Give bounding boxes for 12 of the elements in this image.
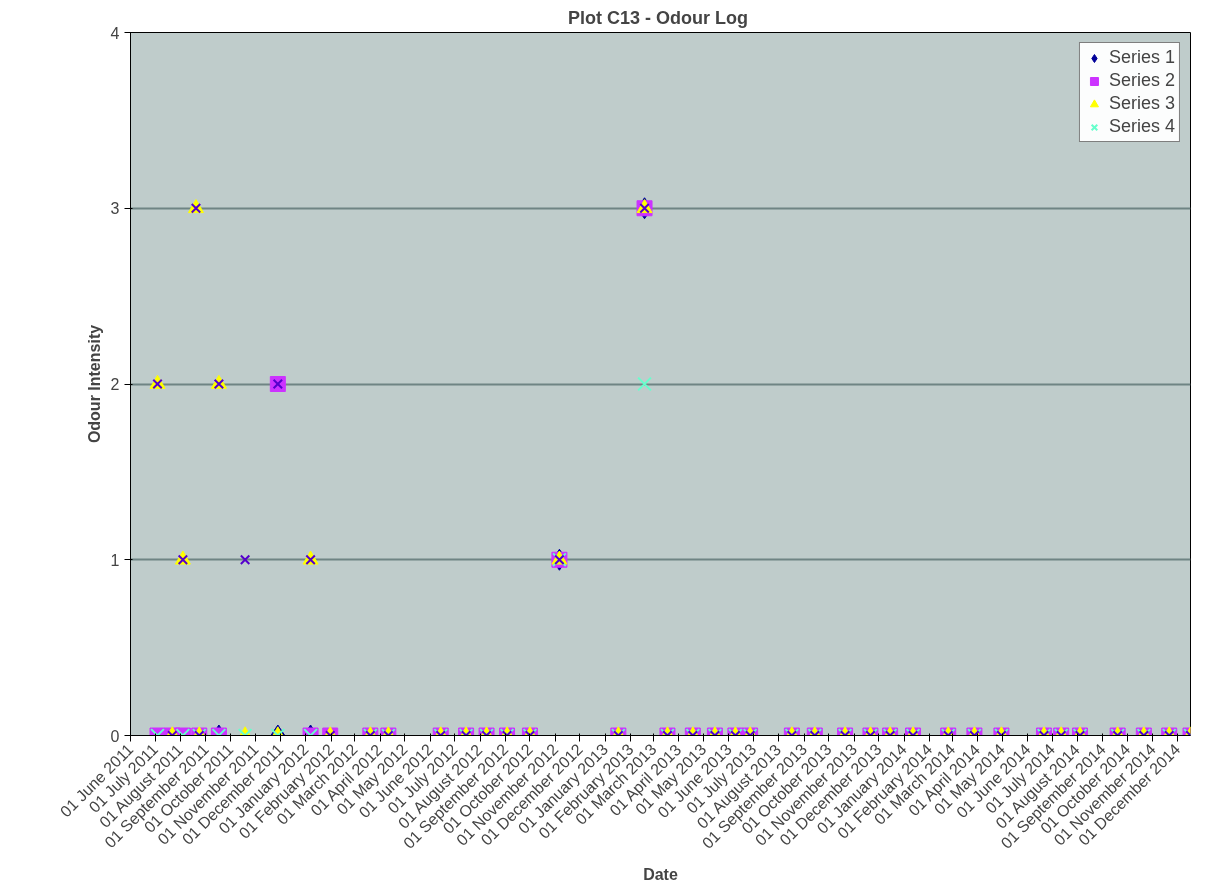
y-tick-label: 3 — [110, 200, 120, 218]
y-tick-label: 4 — [110, 24, 120, 42]
x-axis-title: Date — [643, 865, 678, 883]
legend-label: Series 1 — [1108, 47, 1175, 68]
y-tick-label: 0 — [110, 727, 120, 745]
chart-title: Plot C13 - Odour Log — [568, 7, 748, 28]
y-axis-title: Odour Intensity — [85, 324, 103, 444]
legend-label: Series 4 — [1108, 116, 1175, 137]
legend-label: Series 2 — [1108, 70, 1175, 91]
y-tick-label: 2 — [110, 376, 120, 393]
legend-label: Series 3 — [1108, 93, 1175, 114]
y-tick-label: 1 — [110, 551, 120, 569]
